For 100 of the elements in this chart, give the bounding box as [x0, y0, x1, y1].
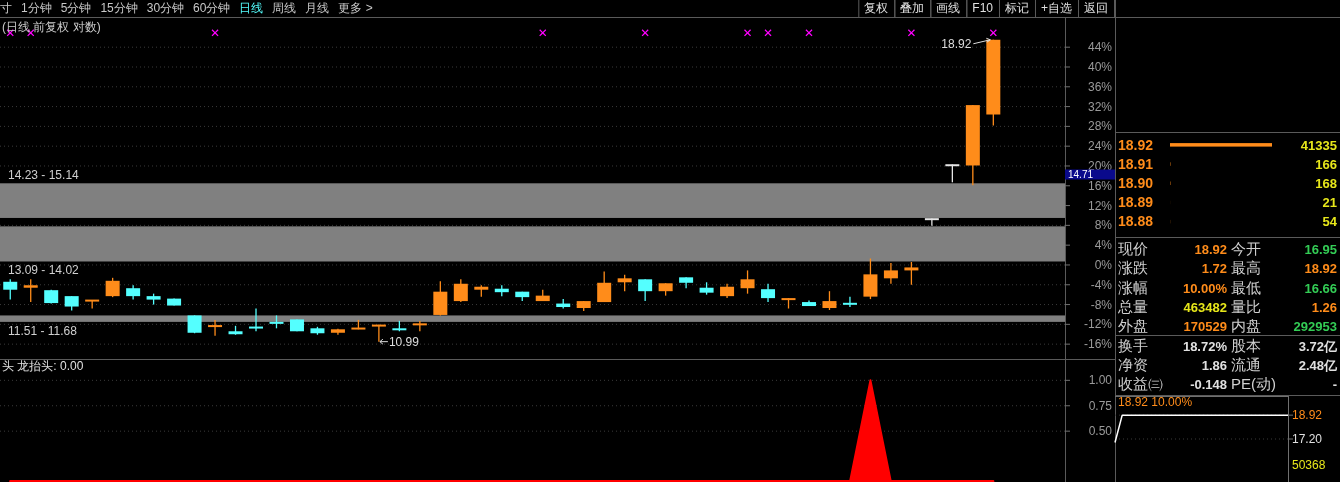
text: 叠加	[900, 1, 925, 15]
candlestick	[924, 217, 939, 227]
y-tick-label: 18.92	[1118, 136, 1154, 153]
band-label: 11.51 - 11.68	[8, 323, 78, 338]
y-tick-label: 0.75	[1088, 398, 1113, 413]
annotation: 18.92	[941, 36, 991, 51]
text: F10	[972, 1, 994, 15]
text: 30分钟	[146, 1, 185, 15]
y-tick-label: 18.91	[1118, 155, 1154, 172]
candlestick	[883, 262, 898, 285]
y-tick-label: -16%	[1083, 337, 1113, 352]
text: +自选	[1040, 1, 1072, 15]
data-label: 54	[1322, 214, 1338, 230]
text: 涨幅	[1118, 278, 1148, 296]
text: 返回	[1084, 1, 1108, 15]
candlestick	[842, 295, 857, 308]
text: 日线	[239, 1, 264, 15]
y-tick-label: 1.00	[1088, 373, 1113, 388]
y-tick-label: 17.20	[1292, 432, 1323, 446]
y-tick-label: 32%	[1087, 99, 1113, 114]
candlestick	[597, 270, 612, 303]
text: 寸	[0, 1, 12, 15]
candlestick	[105, 277, 120, 298]
text: 量比	[1231, 297, 1261, 315]
data-label: 168	[1315, 176, 1337, 191]
candlestick	[412, 320, 427, 332]
candlestick	[433, 280, 448, 317]
text: 16.66	[1304, 280, 1337, 296]
candlestick	[208, 319, 223, 337]
text: 5分钟	[60, 1, 92, 15]
text: 收益㈢	[1118, 375, 1163, 393]
text: 复权	[864, 1, 889, 15]
text: 流通	[1231, 355, 1261, 373]
candlestick	[904, 261, 919, 286]
text: 涨跌	[1118, 259, 1148, 277]
candlestick	[638, 278, 653, 302]
y-tick-label: 0.50	[1088, 424, 1113, 439]
candlestick	[863, 257, 878, 300]
text: 标记	[1003, 1, 1029, 15]
text: 3.72亿	[1298, 338, 1338, 354]
text: 16.95	[1304, 242, 1337, 257]
y-tick-label: 16%	[1087, 178, 1113, 193]
text: 画线	[936, 1, 961, 15]
y-tick-label: 12%	[1087, 198, 1113, 213]
candlestick	[822, 290, 837, 311]
text: 总量	[1117, 297, 1148, 315]
text: 1分钟	[21, 1, 52, 15]
y-tick-label: 18.90	[1118, 175, 1154, 191]
bar	[1170, 143, 1272, 147]
text: 现价	[1118, 240, 1148, 257]
y-tick-label: 0%	[1094, 257, 1113, 272]
text: 最低	[1231, 278, 1261, 296]
band: 14.23 - 15.14	[0, 168, 1065, 218]
chart-title: (日线 前复权 对数)	[2, 20, 101, 34]
candlestick	[3, 278, 18, 301]
y-tick-label: -8%	[1090, 297, 1113, 312]
candlestick	[453, 278, 468, 303]
text: 净资	[1118, 355, 1148, 373]
band-label: 13.09 - 14.02	[8, 263, 80, 278]
text: 170529	[1183, 319, 1227, 335]
candlestick	[761, 283, 776, 303]
text: 最高	[1231, 259, 1261, 277]
band: 11.51 - 11.68	[0, 315, 1065, 338]
y-tick-label: 24%	[1087, 139, 1113, 154]
text: 周线	[272, 1, 297, 15]
text: 463482	[1183, 299, 1227, 315]
text: 内盘	[1231, 317, 1261, 335]
y-tick-label: 4%	[1094, 238, 1113, 253]
text: 60分钟	[193, 1, 231, 15]
chart-title: 18.92 10.00%	[1118, 395, 1193, 409]
annotation: 18.92	[941, 36, 972, 51]
y-tick-label: 18.89	[1118, 194, 1154, 211]
y-tick-label: 40%	[1087, 60, 1113, 74]
text: 月线	[305, 1, 330, 15]
text: 292953	[1293, 319, 1337, 335]
candlestick	[740, 269, 755, 295]
text: PE(动)	[1231, 375, 1276, 393]
text: 更多 >	[338, 1, 373, 15]
text: 18.92	[1194, 242, 1227, 257]
text: 50368	[1292, 458, 1326, 472]
y-tick-label: 18.88	[1118, 213, 1154, 230]
candlestick	[249, 307, 264, 332]
y-tick-label: 36%	[1087, 79, 1113, 94]
text: 1.72	[1201, 261, 1227, 277]
text: 外盘	[1118, 317, 1148, 335]
text: 1.86	[1201, 357, 1227, 373]
chart-title: 头 龙抬头: 0.00	[2, 359, 84, 373]
data-label: 21	[1322, 195, 1337, 211]
y-tick-label: 44%	[1087, 40, 1113, 55]
y-tick-label: 28%	[1087, 119, 1113, 134]
text: -0.148	[1190, 377, 1227, 393]
candlestick	[23, 278, 38, 303]
text: 股本	[1231, 336, 1261, 354]
y-tick-label: -4%	[1090, 277, 1113, 292]
text: 换手	[1118, 336, 1148, 354]
text: 今开	[1231, 240, 1261, 257]
band-label: 14.23 - 15.14	[8, 168, 80, 183]
text: 1.26	[1311, 299, 1337, 315]
data-label: 41335	[1300, 137, 1337, 153]
text: 18.72%	[1182, 338, 1228, 354]
